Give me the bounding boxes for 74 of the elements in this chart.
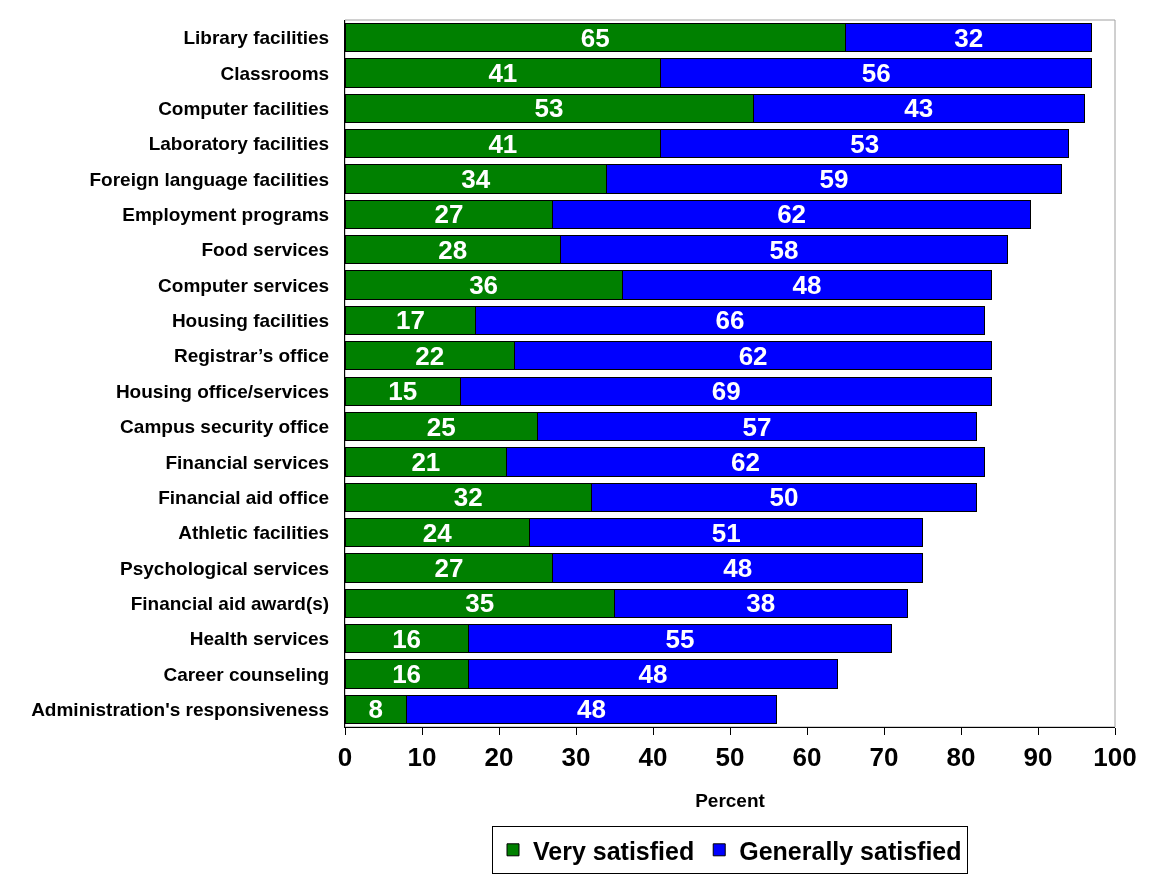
y-tick-label: Financial services bbox=[165, 451, 330, 473]
x-tick-label: 0 bbox=[337, 742, 353, 773]
data-label: 65 bbox=[580, 22, 610, 53]
y-tick-label: Financial aid award(s) bbox=[130, 592, 330, 614]
x-tick-label: 60 bbox=[792, 742, 822, 773]
y-tick-label: Employment programs bbox=[122, 204, 330, 226]
y-tick-label: Laboratory facilities bbox=[148, 133, 330, 155]
data-label: 69 bbox=[711, 376, 741, 407]
y-tick-label: Financial aid office bbox=[158, 486, 330, 508]
y-tick-label: Career counseling bbox=[163, 663, 330, 685]
y-tick-label: Food services bbox=[201, 239, 330, 261]
data-label: 58 bbox=[769, 234, 799, 265]
data-label: 50 bbox=[769, 482, 799, 513]
data-label: 51 bbox=[711, 517, 741, 548]
data-label: 25 bbox=[426, 411, 456, 442]
x-tick-label: 10 bbox=[407, 742, 437, 773]
y-tick-label: Foreign language facilities bbox=[89, 168, 330, 190]
data-label: 56 bbox=[861, 58, 891, 89]
data-label: 34 bbox=[461, 164, 491, 195]
data-label: 62 bbox=[777, 199, 807, 230]
data-label: 16 bbox=[392, 623, 422, 654]
x-tick-label: 40 bbox=[638, 742, 668, 773]
data-label: 27 bbox=[434, 199, 464, 230]
y-tick-label: Housing office/services bbox=[115, 380, 330, 402]
y-tick-label: Housing facilities bbox=[171, 310, 330, 332]
data-label: 17 bbox=[395, 305, 425, 336]
data-label: 21 bbox=[411, 446, 441, 477]
x-tick-label: 100 bbox=[1093, 742, 1137, 773]
data-label: 43 bbox=[904, 93, 934, 124]
data-label: 8 bbox=[368, 694, 384, 725]
data-label: 48 bbox=[638, 658, 668, 689]
legend-label: Generally satisfied bbox=[739, 836, 962, 865]
data-label: 62 bbox=[730, 446, 760, 477]
data-label: 41 bbox=[488, 128, 518, 159]
x-tick-label: 90 bbox=[1023, 742, 1053, 773]
data-label: 66 bbox=[715, 305, 745, 336]
data-label: 24 bbox=[422, 517, 453, 548]
x-tick-label: 80 bbox=[946, 742, 976, 773]
y-tick-label: Administration's responsiveness bbox=[31, 698, 330, 720]
data-label: 59 bbox=[819, 164, 849, 195]
x-tick-label: 30 bbox=[561, 742, 591, 773]
data-label: 62 bbox=[738, 340, 768, 371]
y-tick-label: Psychological services bbox=[120, 557, 330, 579]
data-label: 55 bbox=[665, 623, 695, 654]
x-tick-label: 50 bbox=[715, 742, 745, 773]
y-tick-label: Computer services bbox=[158, 274, 330, 296]
data-label: 32 bbox=[954, 22, 984, 53]
x-tick-label: 20 bbox=[484, 742, 514, 773]
data-label: 16 bbox=[392, 658, 422, 689]
x-axis-title: Percent bbox=[695, 790, 766, 811]
y-tick-label: Athletic facilities bbox=[178, 522, 330, 544]
data-label: 22 bbox=[415, 340, 445, 371]
data-label: 38 bbox=[746, 588, 776, 619]
data-label: 36 bbox=[469, 270, 499, 301]
data-label: 48 bbox=[792, 270, 822, 301]
data-label: 28 bbox=[438, 234, 468, 265]
legend-label: Very satisfied bbox=[533, 836, 695, 865]
data-label: 35 bbox=[465, 588, 495, 619]
y-tick-label: Campus security office bbox=[120, 416, 330, 438]
data-label: 48 bbox=[576, 694, 606, 725]
y-tick-label: Computer facilities bbox=[158, 98, 330, 120]
y-tick-label: Library facilities bbox=[183, 27, 330, 49]
y-tick-label: Health services bbox=[189, 628, 330, 650]
x-tick-label: 70 bbox=[869, 742, 899, 773]
y-tick-label: Registrar’s office bbox=[173, 345, 330, 367]
y-tick-label: Classrooms bbox=[220, 62, 330, 84]
data-label: 53 bbox=[850, 128, 880, 159]
data-label: 32 bbox=[453, 482, 483, 513]
data-label: 57 bbox=[742, 411, 772, 442]
data-label: 53 bbox=[534, 93, 564, 124]
data-label: 15 bbox=[388, 376, 418, 407]
data-label: 48 bbox=[723, 552, 753, 583]
data-label: 41 bbox=[488, 58, 518, 89]
data-label: 27 bbox=[434, 552, 464, 583]
